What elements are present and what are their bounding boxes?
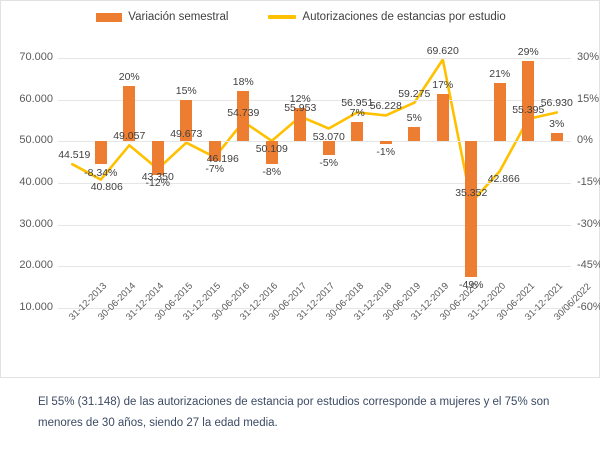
line-data-label: 55.395 [512,103,545,116]
y-axis-left-tick: 50.000 [19,134,53,147]
bar[interactable] [465,141,478,278]
line-data-label: 53.070 [312,130,345,143]
gridline [58,308,571,309]
y-axis-right-tick: -60% [577,301,600,313]
bar[interactable] [294,108,307,142]
y-axis-right-tick: 30% [577,51,600,63]
line-data-label: 43.350 [141,171,174,184]
legend-label: Autorizaciones de estancias por estudio [302,11,506,23]
bar-data-label: -5% [319,157,339,170]
line-data-label: 56.930 [540,97,573,110]
y-axis-right-tick: -45% [577,259,600,272]
line-data-label: 46.196 [206,153,239,166]
bar[interactable] [180,99,193,142]
legend-item-autorizaciones[interactable]: Autorizaciones de estancias por estudio [268,11,506,23]
bar[interactable] [208,141,221,161]
bar-data-label: -49% [458,279,484,292]
bar-data-label: 29% [517,45,539,58]
legend-line-swatch-icon [268,15,297,19]
bar[interactable] [94,141,107,165]
legend-bar-swatch-icon [96,12,123,22]
y-axis-left-tick: 20.000 [19,259,53,272]
line-data-label: 69.620 [426,44,459,57]
legend-label: Variación semestral [128,11,229,23]
bar[interactable] [436,94,449,142]
y-axis-right-tick: -30% [577,217,600,230]
line-data-label: 54.739 [227,106,260,119]
gridline [58,58,571,59]
y-axis-right-tick: 15% [577,92,600,105]
y-axis-left-tick: 40.000 [19,176,53,188]
bar-data-label: 15% [175,84,197,97]
bar[interactable] [265,141,278,164]
line-data-label: 40.806 [90,180,123,193]
gridline [58,266,571,268]
bar-data-label: 20% [118,70,140,83]
y-axis-left-tick: 10.000 [19,301,53,313]
bar-data-label: -1% [376,146,396,159]
line-data-label: 49.673 [170,127,203,140]
chart-legend: Variación semestral Autorizaciones de es… [1,7,600,27]
bar-data-label: 21% [489,68,511,80]
line-data-label: 49.057 [113,130,146,143]
bar-data-label: 7% [349,106,365,119]
gridline [58,99,571,101]
bar[interactable] [151,141,164,175]
chart-card: Variación semestral Autorizaciones de es… [0,0,600,378]
bar[interactable] [379,141,392,145]
bar[interactable] [550,133,563,142]
gridline [58,224,571,226]
line-data-label: 55.953 [284,101,317,114]
line-data-label: 56.951 [341,97,374,110]
bar[interactable] [322,141,335,156]
line-data-label: 42.866 [487,173,520,186]
plot-area: -8,34% 20% -12% 15% -7% 18% -8% 12% -5% 7% -1% 5% 17… [58,45,573,309]
bar[interactable] [123,85,136,142]
bar-data-label: -12% [145,176,171,189]
bar-data-label: 5% [406,112,422,125]
bar-data-label: 3% [549,118,565,130]
line-data-label: 35.352 [455,187,488,200]
y-axis-right-tick: -15% [577,176,600,188]
bar-data-label: 17% [432,79,454,92]
line-data-label: 59.275 [398,87,431,100]
y-axis-right-tick: 0% [577,134,593,147]
y-axis-left-tick: 60.000 [19,92,53,105]
caption-text: El 55% (31.148) de las autorizaciones de… [38,396,550,430]
x-axis-labels: 31-12-2013 30-06-2014 31-12-2014 30-06-2015… [58,281,593,375]
gridline [58,141,571,143]
y-axis-left-tick: 70.000 [19,51,53,63]
bar-data-label: -8,34% [84,166,118,179]
bar[interactable] [522,60,535,142]
bar-data-label: 12% [289,93,311,105]
bar-data-label: -7% [205,162,225,175]
y-axis-left-tick: 30.000 [19,217,53,230]
bar-data-label: -8% [262,165,282,178]
bar[interactable] [237,91,250,142]
line-data-label: 50.109 [255,142,288,155]
bar[interactable] [493,83,506,142]
bar[interactable] [408,127,421,142]
bar[interactable] [351,121,364,142]
gridline [58,183,571,184]
bar-data-label: 18% [232,76,254,89]
legend-item-variacion-semestral[interactable]: Variación semestral [96,11,228,23]
line-data-label: 56.228 [369,100,402,113]
line-data-label: 44.519 [58,149,91,162]
